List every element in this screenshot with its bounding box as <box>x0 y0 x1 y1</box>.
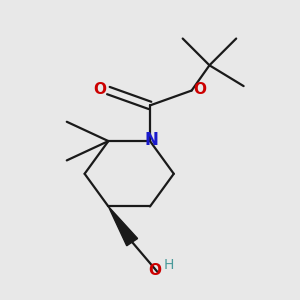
Text: H: H <box>164 258 174 272</box>
Text: O: O <box>194 82 206 97</box>
Text: N: N <box>145 130 158 148</box>
Text: O: O <box>148 263 162 278</box>
Text: O: O <box>94 82 106 97</box>
Polygon shape <box>108 206 138 246</box>
